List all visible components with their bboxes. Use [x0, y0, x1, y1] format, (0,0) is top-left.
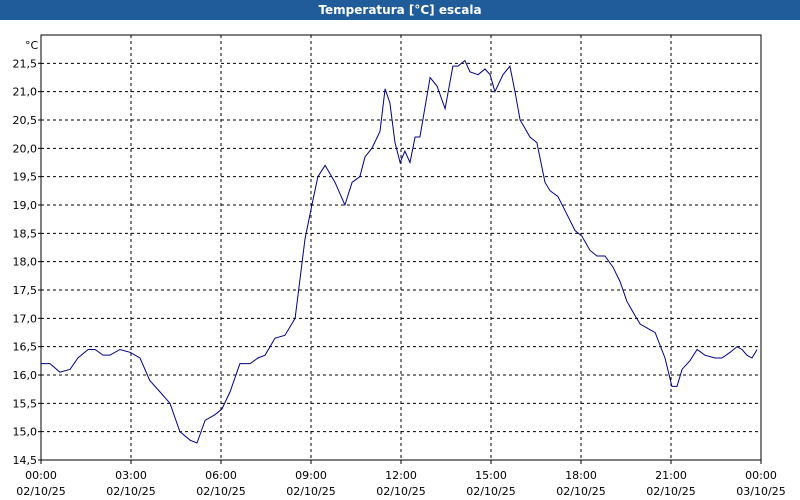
y-tick-label: 20,5 — [13, 114, 38, 127]
y-tick-label: 19,5 — [13, 171, 38, 184]
x-tick-date: 02/10/25 — [376, 485, 425, 498]
x-tick-date: 02/10/25 — [646, 485, 695, 498]
title-bar — [0, 0, 800, 20]
x-tick-date: 02/10/25 — [556, 485, 605, 498]
y-tick-label: 18,0 — [13, 256, 38, 269]
x-tick-date: 02/10/25 — [106, 485, 155, 498]
y-tick-label: 16,0 — [13, 369, 38, 382]
y-tick-label: 21,0 — [13, 86, 38, 99]
y-tick-label: 17,0 — [13, 312, 38, 325]
y-tick-label: 19,0 — [13, 199, 38, 212]
y-tick-label: 17,5 — [13, 284, 38, 297]
y-tick-label: 16,5 — [13, 341, 38, 354]
x-tick-label: 00:00 — [25, 469, 57, 482]
x-tick-label: 06:00 — [205, 469, 237, 482]
y-tick-label: 18,5 — [13, 227, 38, 240]
x-tick-label: 15:00 — [475, 469, 507, 482]
temperature-line — [41, 59, 758, 444]
x-tick-label: 09:00 — [295, 469, 327, 482]
x-tick-date: 03/10/25 — [736, 485, 785, 498]
y-tick-label: 14,5 — [13, 454, 38, 467]
chart-title: Temperatura [°C] escala — [318, 3, 481, 17]
x-tick-date: 02/10/25 — [466, 485, 515, 498]
y-unit: °C — [25, 39, 39, 52]
y-tick-label: 20,0 — [13, 142, 38, 155]
y-tick-label: 21,5 — [13, 57, 38, 70]
x-tick-date: 02/10/25 — [16, 485, 65, 498]
x-tick-label: 12:00 — [385, 469, 417, 482]
x-tick-date: 02/10/25 — [196, 485, 245, 498]
x-tick-label: 03:00 — [115, 469, 147, 482]
x-tick-date: 02/10/25 — [286, 485, 335, 498]
x-tick-label: 21:00 — [655, 469, 687, 482]
y-tick-label: 15,5 — [13, 397, 38, 410]
x-tick-label: 00:00 — [745, 469, 777, 482]
x-tick-label: 18:00 — [565, 469, 597, 482]
y-tick-label: 15,0 — [13, 426, 38, 439]
